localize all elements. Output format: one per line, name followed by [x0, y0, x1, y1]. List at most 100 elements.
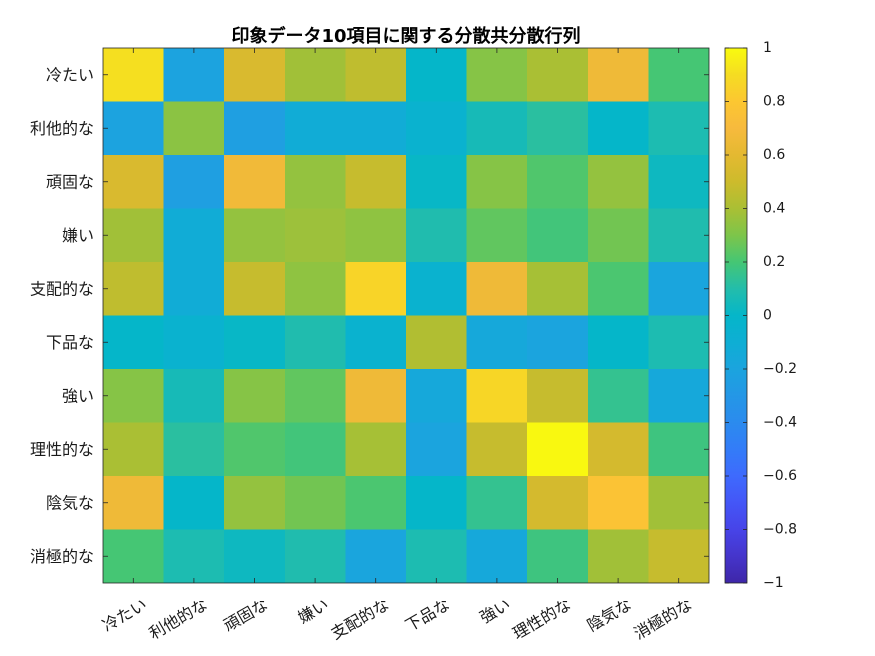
heatmap-cell	[163, 369, 225, 423]
heatmap-cell	[284, 369, 346, 423]
heatmap-cell	[103, 101, 165, 156]
heatmap-cell	[163, 529, 225, 583]
heatmap-cell	[103, 422, 165, 477]
heatmap-cell	[284, 262, 346, 316]
heatmap-cell	[406, 262, 468, 316]
heatmap-cell	[527, 476, 589, 530]
heatmap-cell	[103, 369, 165, 423]
heatmap-cell	[466, 101, 528, 156]
heatmap-cell	[224, 369, 286, 423]
heatmap-cell	[587, 48, 649, 102]
heatmap-cell	[587, 369, 649, 423]
heatmap-cell	[284, 155, 346, 209]
heatmap-cell	[406, 315, 468, 370]
heatmap-cell	[163, 262, 225, 316]
heatmap-cell	[163, 315, 225, 370]
heatmap-cell	[527, 48, 589, 102]
colorbar-tick-label: 1	[763, 40, 772, 56]
heatmap-cell	[466, 155, 528, 209]
heatmap-cell	[406, 155, 468, 209]
heatmap-cell	[284, 529, 346, 583]
heatmap-cell	[648, 208, 709, 263]
heatmap-cell	[163, 101, 225, 156]
heatmap-cell	[587, 422, 649, 477]
heatmap-cell	[103, 315, 165, 370]
heatmap-cell	[224, 262, 286, 316]
heatmap-cell	[527, 155, 589, 209]
heatmap-cell	[648, 422, 709, 477]
heatmap-cell	[224, 476, 286, 530]
heatmap-cell	[345, 101, 407, 156]
heatmap-cell	[527, 208, 589, 263]
heatmap-cell	[587, 315, 649, 370]
heatmap-cell	[466, 208, 528, 263]
heatmap-cell	[103, 262, 165, 316]
heatmap-cell	[587, 155, 649, 209]
heatmap-cell	[648, 262, 709, 316]
colorbar-tick-labels: 1 0.8 0.6 0.4 0.2 0 −0.2 −0.4 −0.6 −0.8 −1	[763, 40, 797, 591]
heatmap-cell	[648, 476, 709, 530]
heatmap-cell	[103, 48, 165, 102]
colorbar-tick-label: −1	[763, 575, 784, 591]
heatmap-cell	[224, 155, 286, 209]
heatmap-cell	[103, 529, 165, 583]
colorbar-tick-label: 0.2	[763, 254, 785, 270]
heatmap-cell	[163, 208, 225, 263]
heatmap-cell	[527, 315, 589, 370]
y-tick-label: 陰気な	[46, 493, 94, 512]
heatmap-cell	[527, 529, 589, 583]
heatmap-cell	[587, 529, 649, 583]
y-tick-label: 頑固な	[46, 172, 94, 191]
heatmap-cell	[648, 369, 709, 423]
heatmap-cell	[345, 262, 407, 316]
y-tick-label: 利他的な	[30, 119, 94, 138]
heatmap-cell	[406, 208, 468, 263]
heatmap-cell	[587, 476, 649, 530]
heatmap-cell	[466, 262, 528, 316]
heatmap-cell	[406, 529, 468, 583]
heatmap-cell	[103, 476, 165, 530]
heatmap-cell	[345, 476, 407, 530]
heatmap-cell	[648, 48, 709, 102]
heatmap-cell	[527, 101, 589, 156]
colorbar-tick-label: 0.6	[763, 147, 785, 163]
heatmap-cell	[284, 422, 346, 477]
heatmap-cell	[224, 529, 286, 583]
heatmap-cell	[163, 422, 225, 477]
heatmap-cell	[224, 208, 286, 263]
heatmap-cell	[527, 422, 589, 477]
heatmap-cell	[587, 208, 649, 263]
colorbar-tick-label: −0.8	[763, 522, 797, 538]
heatmap-cell	[466, 48, 528, 102]
heatmap-cell	[466, 315, 528, 370]
y-tick-label: 支配的な	[30, 279, 94, 298]
heatmap-cell	[527, 262, 589, 316]
heatmap-cell	[284, 101, 346, 156]
heatmap-cell	[466, 422, 528, 477]
y-tick-label: 理性的な	[30, 440, 94, 459]
y-tick-label: 下品な	[46, 333, 94, 352]
heatmap-cell	[406, 101, 468, 156]
y-tick-label: 冷たい	[46, 65, 94, 84]
heatmap-cell	[163, 476, 225, 530]
heatmap-cells	[103, 48, 709, 583]
colorbar-tick-label: 0.8	[763, 94, 785, 110]
heatmap-cell	[406, 422, 468, 477]
heatmap-cell	[648, 155, 709, 209]
y-tick-label: 嫌い	[62, 226, 94, 245]
colorbar-gradient	[725, 48, 747, 583]
y-tick-label: 強い	[62, 386, 94, 405]
chart-title: 印象データ10項目に関する分散共分散行列	[231, 25, 580, 47]
heatmap-cell	[648, 529, 709, 583]
heatmap-cell	[648, 101, 709, 156]
heatmap-cell	[466, 369, 528, 423]
heatmap-cell	[224, 101, 286, 156]
colorbar-tick-label: −0.2	[763, 361, 797, 377]
heatmap-cell	[406, 48, 468, 102]
heatmap-cell	[163, 48, 225, 102]
colorbar: 1 0.8 0.6 0.4 0.2 0 −0.2 −0.4 −0.6 −0.8 −1	[724, 40, 797, 591]
heatmap-cell	[284, 315, 346, 370]
heatmap-cell	[224, 422, 286, 477]
